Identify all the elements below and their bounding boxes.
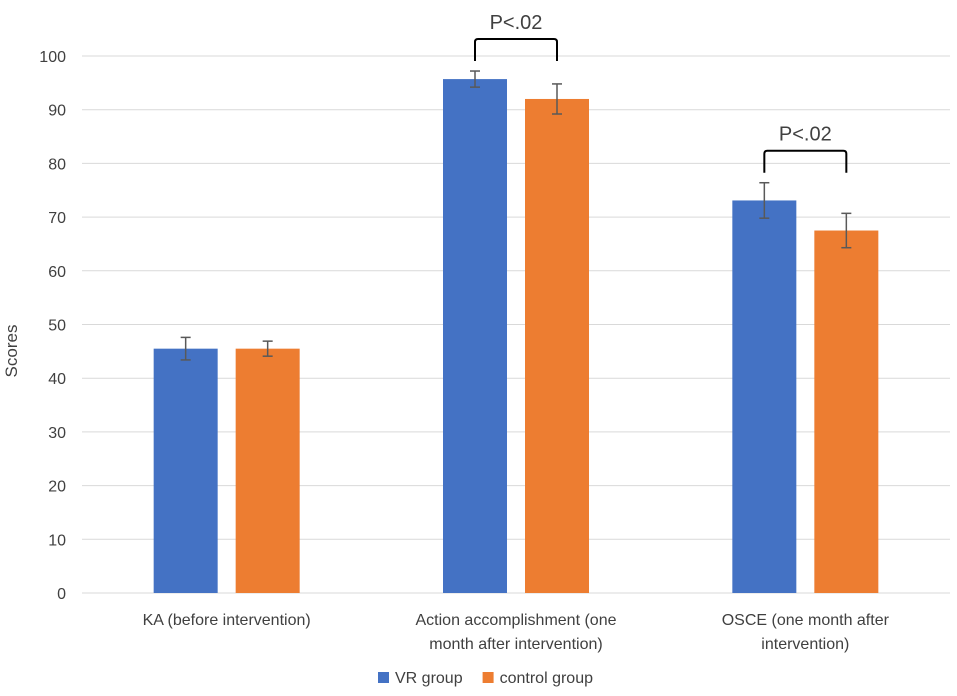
significance-label: P<.02 (779, 124, 832, 146)
x-category-label: Action accomplishment (one (416, 612, 617, 629)
y-tick-label: 60 (48, 264, 66, 281)
bar-vr-group (443, 79, 507, 593)
significance-bracket (763, 149, 848, 173)
y-tick-label: 100 (39, 49, 66, 66)
significance-label: P<.02 (490, 12, 543, 34)
legend-swatch (378, 672, 389, 683)
y-tick-label: 40 (48, 371, 66, 388)
y-tick-label: 50 (48, 318, 66, 335)
y-tick-label: 0 (57, 586, 66, 603)
error-bars (180, 70, 852, 361)
significance-annotations: P<.02 P<.02 (474, 12, 848, 173)
x-category-label: intervention) (761, 636, 849, 653)
significance-bracket (474, 38, 558, 62)
y-tick-label: 10 (48, 532, 66, 549)
y-tick-label: 70 (48, 210, 66, 227)
legend: VR group control group (378, 670, 593, 687)
gridlines (82, 55, 950, 594)
x-category-label: OSCE (one month after (722, 612, 890, 629)
x-axis-categories: KA (before intervention) Action accomplis… (143, 612, 890, 653)
y-tick-label: 80 (48, 156, 66, 173)
x-category-label: month after intervention) (429, 636, 602, 653)
bar-control-group (525, 98, 589, 594)
bar-control-group (235, 348, 300, 593)
bar-vr-group (732, 200, 797, 593)
legend-label: control group (500, 670, 593, 687)
y-axis-label: Scores (2, 325, 21, 378)
bars (153, 79, 879, 594)
bar-control-group (814, 230, 879, 593)
y-tick-label: 90 (48, 103, 66, 120)
legend-swatch (482, 672, 494, 683)
legend-label: VR group (395, 670, 463, 687)
y-tick-label: 30 (48, 425, 66, 442)
y-axis-ticks: 0 10 20 30 40 50 60 70 80 90 100 (39, 49, 66, 603)
y-tick-label: 20 (48, 479, 66, 496)
bar-vr-group (153, 348, 218, 593)
x-category-label: KA (before intervention) (143, 612, 311, 629)
